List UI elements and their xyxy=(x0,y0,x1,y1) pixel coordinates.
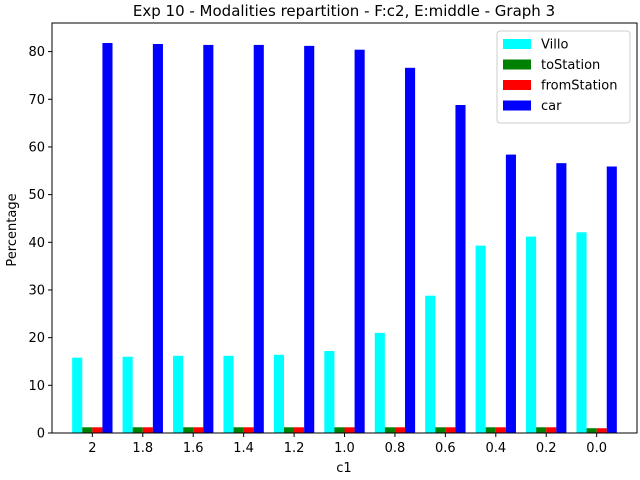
bar-tostation-3 xyxy=(233,427,244,433)
x-tick-label: 1.8 xyxy=(132,441,153,456)
bar-fromstation-7 xyxy=(445,427,456,433)
x-tick-label: 1.4 xyxy=(233,441,254,456)
bar-fromstation-3 xyxy=(243,427,254,433)
bar-fromstation-4 xyxy=(294,427,305,433)
bar-villo-10 xyxy=(576,232,587,433)
bar-tostation-7 xyxy=(435,427,446,433)
bar-villo-2 xyxy=(173,355,184,433)
bar-tostation-0 xyxy=(82,427,93,433)
bar-car-3 xyxy=(253,44,264,434)
series-villo-bars xyxy=(72,232,587,433)
plot-area: 0 10 20 30 40 50 60 70 80 2 1.8 1.6 1.4 1.2 1.0 0.8 0.6 0… xyxy=(28,22,638,456)
chart-title: Exp 10 - Modalities repartition - F:c2, … xyxy=(133,2,555,20)
y-tick-label: 30 xyxy=(28,283,45,298)
series-tostation-bars xyxy=(82,427,597,433)
bar-car-5 xyxy=(354,49,365,433)
bar-tostation-10 xyxy=(586,428,597,433)
bar-villo-5 xyxy=(324,351,335,433)
legend-label-villo: Villo xyxy=(541,38,568,53)
bar-tostation-5 xyxy=(334,427,345,433)
bar-villo-4 xyxy=(273,354,284,433)
x-tick-label: 0.0 xyxy=(586,441,607,456)
y-tick-label: 0 xyxy=(37,427,45,442)
y-tick-label: 40 xyxy=(28,236,45,251)
x-tick-label: 1.0 xyxy=(334,441,355,456)
legend-swatch-car xyxy=(503,100,531,111)
y-tick-label: 20 xyxy=(28,331,45,346)
bar-fromstation-10 xyxy=(596,428,607,433)
bar-fromstation-0 xyxy=(92,427,103,433)
bar-villo-8 xyxy=(475,245,486,433)
bar-villo-3 xyxy=(223,355,234,433)
bar-villo-9 xyxy=(526,236,537,433)
legend-label-car: car xyxy=(541,99,562,114)
x-tick-label: 0.6 xyxy=(435,441,456,456)
series-fromstation-bars xyxy=(92,427,607,433)
x-axis-title: c1 xyxy=(336,461,351,476)
legend-swatch-villo xyxy=(503,39,531,49)
bar-car-1 xyxy=(152,43,163,433)
bar-villo-6 xyxy=(374,332,385,433)
y-tick-label: 70 xyxy=(28,93,45,108)
bar-fromstation-5 xyxy=(344,427,355,433)
y-tick-label: 50 xyxy=(28,188,45,203)
y-tick-label: 60 xyxy=(28,140,45,155)
bar-tostation-2 xyxy=(183,427,194,433)
series-car-bars xyxy=(102,43,617,434)
legend-label-tostation: toStation xyxy=(541,58,600,73)
legend-label-fromstation: fromStation xyxy=(541,79,617,94)
x-tick-label: 1.6 xyxy=(183,441,204,456)
bar-car-0 xyxy=(102,43,113,434)
bar-car-8 xyxy=(505,154,516,433)
bar-car-9 xyxy=(556,163,567,433)
x-tick-label: 2 xyxy=(88,441,96,456)
bar-tostation-6 xyxy=(384,427,395,433)
legend-box xyxy=(496,30,631,124)
x-tick-label: 0.2 xyxy=(536,441,557,456)
bar-fromstation-8 xyxy=(495,427,506,433)
bar-car-6 xyxy=(405,67,416,433)
bar-villo-1 xyxy=(122,356,133,433)
bar-tostation-9 xyxy=(536,427,547,433)
bar-tostation-4 xyxy=(283,427,295,433)
x-tick-label: 0.8 xyxy=(385,441,406,456)
y-tick-label: 10 xyxy=(28,379,45,394)
bar-car-4 xyxy=(304,45,315,433)
legend: Villo toStation fromStation car xyxy=(496,30,631,124)
bar-fromstation-1 xyxy=(142,427,153,433)
bar-fromstation-2 xyxy=(193,427,204,433)
y-axis-title: Percentage xyxy=(5,193,20,266)
bar-car-7 xyxy=(455,105,466,433)
bar-fromstation-9 xyxy=(546,427,557,433)
x-tick-label: 1.2 xyxy=(284,441,305,456)
bar-car-2 xyxy=(203,44,214,434)
bar-tostation-8 xyxy=(485,427,496,433)
bar-car-10 xyxy=(606,166,617,433)
bar-fromstation-6 xyxy=(394,427,406,433)
legend-swatch-tostation xyxy=(503,59,531,70)
x-tick-label: 0.4 xyxy=(485,441,506,456)
legend-swatch-fromstation xyxy=(503,80,531,90)
bar-tostation-1 xyxy=(132,427,143,433)
bar-villo-0 xyxy=(72,357,83,433)
bar-villo-7 xyxy=(425,295,436,433)
y-tick-label: 80 xyxy=(28,45,45,60)
